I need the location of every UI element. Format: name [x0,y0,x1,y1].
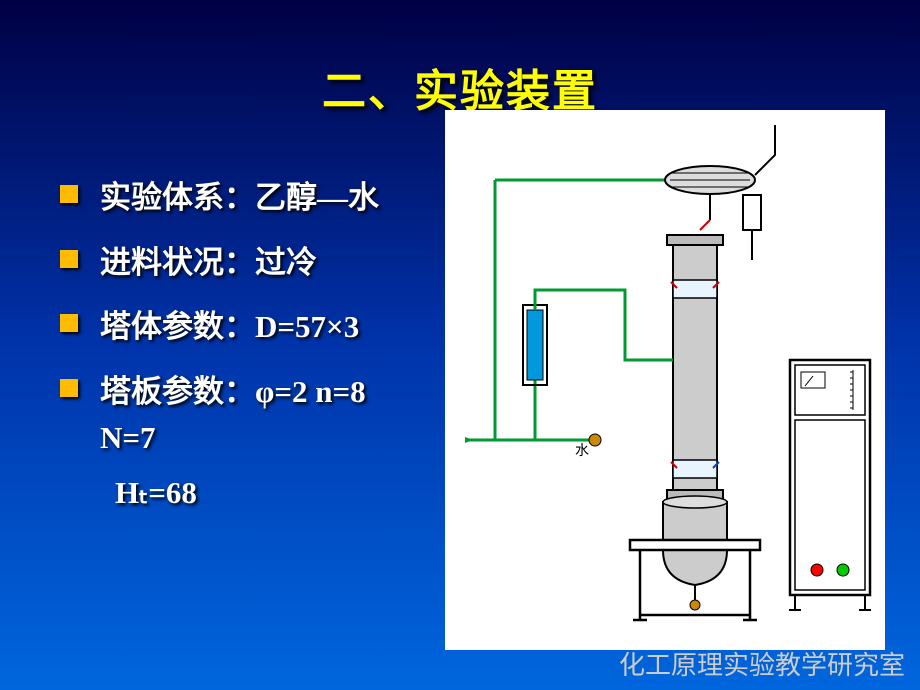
bullet-icon [60,379,78,397]
bullet-list: 实验体系：乙醇—水 进料状况：过冷 塔体参数：D=57×3 塔板参数：φ=2 n… [60,175,420,526]
rotameter [523,305,547,385]
led-green-icon [837,564,849,576]
list-item: 塔板参数：φ=2 n=8 N=7 [60,369,420,462]
green-pipes [465,180,685,440]
bullet-icon [60,314,78,332]
valve-icon [589,434,601,446]
bullet-label: 塔板参数：φ=2 n=8 N=7 [100,369,420,462]
footer-text: 化工原理实验教学研究室 [619,645,905,682]
feed-line [535,290,673,360]
bullet-icon [60,185,78,203]
led-red-icon [811,564,823,576]
distillation-column [667,235,723,490]
slide-title: 二、实验装置 [0,0,920,119]
list-item: 塔体参数：D=57×3 [60,304,420,351]
distillation-svg: 水 [445,110,885,650]
water-label: 水 [575,443,589,459]
condenser [665,166,755,194]
bullet-icon [60,250,78,268]
bullet-label: 实验体系：乙醇—水 [100,175,420,222]
vent-line [755,125,775,175]
bullet-label: 塔体参数：D=57×3 [100,304,420,351]
bullet-label: 进料状况：过冷 [100,240,420,287]
list-item: 进料状况：过冷 [60,240,420,287]
arrow-icon [465,437,473,443]
list-item: 实验体系：乙醇—水 [60,175,420,222]
control-cabinet [789,360,871,610]
sub-line: Hₜ=68 [60,470,420,517]
apparatus-diagram: 水 [445,110,885,650]
